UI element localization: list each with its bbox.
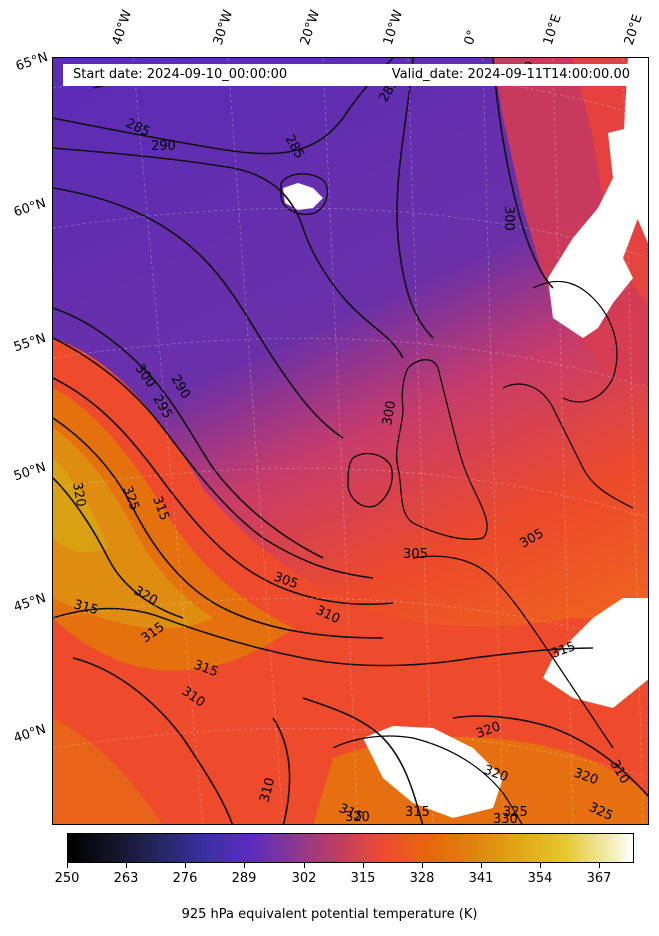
colorbar-tick — [185, 863, 186, 868]
contour-305 — [53, 337, 374, 579]
colorbar-tick-label: 354 — [527, 871, 553, 886]
colorbar-tick — [540, 863, 541, 868]
latitude-label: 60°N — [12, 195, 48, 221]
contour-310 — [53, 377, 394, 606]
colorbar-tick — [126, 863, 127, 868]
contour-320-south — [302, 697, 424, 824]
contour-label: 320 — [69, 481, 88, 508]
contour-315 — [53, 417, 384, 639]
colorbar-tick — [304, 863, 305, 868]
mask-alps — [543, 598, 648, 708]
contour-label: 305 — [403, 547, 428, 562]
coast-ireland — [347, 452, 393, 508]
colorbar-tick-label: 302 — [291, 871, 317, 886]
longitude-label: 0° — [461, 28, 481, 47]
longitude-label: 40°W — [109, 8, 136, 47]
coast-iberia — [332, 735, 523, 824]
masked-terrain — [283, 58, 648, 818]
colorbar-tick — [481, 863, 482, 868]
colorbar-tick-label: 367 — [586, 871, 612, 886]
mask-scandinavia — [548, 128, 643, 338]
colorbar-tick-label: 328 — [409, 871, 435, 886]
contour-295 — [53, 187, 344, 439]
colorbar — [67, 833, 634, 863]
contour-label: 310 — [257, 776, 278, 804]
coast-europe-west — [412, 555, 614, 749]
mask-iceland — [283, 183, 323, 210]
colorbar-tick — [599, 863, 600, 868]
map-canvas: 285 285 285 290 290 295 300 300 305 305 … — [53, 58, 648, 825]
header-band — [63, 64, 641, 86]
longitude-label: 10°E — [540, 12, 565, 48]
longitude-label: 20°E — [621, 12, 646, 48]
mask-iberia — [363, 726, 503, 818]
graticule — [53, 58, 648, 824]
warm-core-west — [53, 428, 213, 629]
valid-date-label: Valid_date: 2024-09-11T14:00:00.00 — [391, 67, 630, 82]
contour-label: 300 — [380, 400, 399, 427]
longitude-label: 30°W — [210, 8, 237, 47]
contour-300 — [53, 307, 324, 559]
latitude-label: 40°N — [12, 721, 48, 747]
contour-300-north — [396, 58, 434, 339]
contour-label: 325 — [503, 805, 528, 820]
coastlines — [92, 67, 634, 824]
contour-lines — [53, 58, 648, 824]
contour-320 — [53, 477, 184, 619]
colorbar-tick-label: 263 — [113, 871, 139, 886]
longitude-label: 10°W — [380, 8, 407, 47]
coast-europe-north — [502, 383, 634, 509]
colorbar-tick — [244, 863, 245, 868]
contour-310-southwest — [72, 657, 234, 824]
contour-305-north — [492, 58, 554, 289]
colorbar-tick — [422, 863, 423, 868]
contour-label: 315 — [405, 805, 430, 820]
contour-285 — [53, 58, 394, 155]
warm-region-south — [53, 338, 648, 824]
hot-core-west — [53, 458, 108, 553]
contour-label: 330 — [493, 812, 518, 825]
colorbar-tick-label: 341 — [468, 871, 494, 886]
colorbar-tick-label: 315 — [350, 871, 376, 886]
latitude-label: 50°N — [12, 459, 48, 485]
latitude-label: 45°N — [12, 590, 48, 616]
contour-320-med — [452, 715, 648, 798]
contour-label: 315 — [72, 597, 100, 618]
colorbar-tick-label: 250 — [54, 871, 80, 886]
warm-region-southwest — [53, 718, 162, 824]
contour-290 — [53, 147, 404, 359]
colorbar-tick-label: 289 — [231, 871, 257, 886]
colorbar-tick — [363, 863, 364, 868]
latitude-label: 55°N — [12, 330, 48, 356]
map-panel: 285 285 285 290 290 295 300 300 305 305 … — [52, 57, 649, 825]
contour-310-atlantic — [272, 717, 291, 824]
colorbar-title: 925 hPa equivalent potential temperature… — [181, 907, 478, 922]
coast-great-britain — [396, 359, 488, 540]
longitude-label: 20°W — [297, 8, 324, 47]
contour-label: 290 — [151, 139, 176, 154]
latitude-label: 65°N — [14, 49, 50, 75]
contour-label: 320 — [345, 810, 370, 825]
colorbar-tick — [67, 863, 68, 868]
coast-scandinavia — [532, 280, 618, 403]
mask-scandinavia-north — [623, 58, 648, 244]
contour-label: 300 — [501, 206, 516, 231]
start-date-label: Start date: 2024-09-10_00:00:00 — [73, 67, 288, 82]
contour-315-south — [53, 607, 594, 667]
colorbar-tick-label: 276 — [172, 871, 198, 886]
